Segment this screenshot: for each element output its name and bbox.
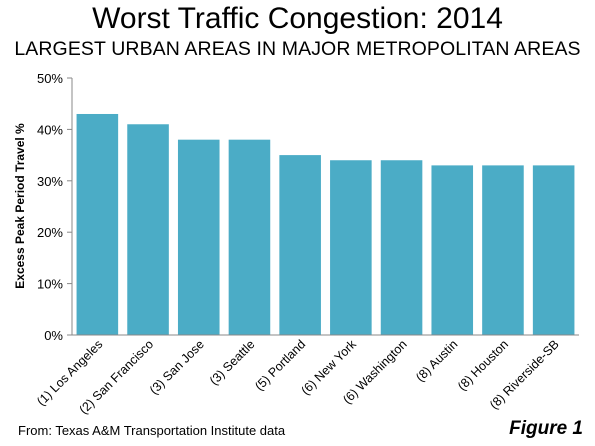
bar (76, 113, 119, 335)
bar (482, 165, 524, 335)
y-tick-label: 30% (37, 174, 63, 189)
y-axis-label: Excess Peak Period Travel % (13, 123, 27, 289)
y-tick-label: 50% (37, 71, 63, 86)
bar (532, 165, 575, 335)
y-axis-ticks: 0% 10% 20% 30% 40% 50% (37, 71, 72, 343)
bar (177, 139, 220, 335)
bar (279, 155, 321, 335)
figure-label: Figure 1 (509, 418, 583, 439)
y-tick-label: 40% (37, 122, 63, 137)
y-tick-label: 10% (37, 277, 63, 292)
source-note: From: Texas A&M Transportation Institute… (18, 423, 286, 438)
y-tick-label: 0% (44, 328, 63, 343)
bar (431, 165, 474, 335)
chart-subtitle: LARGEST URBAN AREAS IN MAJOR METROPOLITA… (14, 38, 581, 60)
axes (71, 78, 579, 336)
x-axis-labels: (1) Los Angeles(2) San Francisco(3) San … (34, 337, 562, 417)
x-tick-label: (3) Seattle (207, 337, 258, 388)
bar (228, 139, 271, 335)
x-tick-label: (3) San Jose (147, 337, 207, 397)
bar (330, 160, 372, 335)
bars (76, 113, 575, 335)
bar (380, 160, 423, 335)
y-tick-label: 20% (37, 225, 63, 240)
x-tick-label: (8) Houston (455, 337, 511, 393)
x-tick-label: (8) Austin (413, 337, 460, 384)
chart-title: Worst Traffic Congestion: 2014 (92, 2, 503, 35)
bar (127, 124, 169, 335)
x-tick-label: (5) Portland (252, 337, 308, 393)
